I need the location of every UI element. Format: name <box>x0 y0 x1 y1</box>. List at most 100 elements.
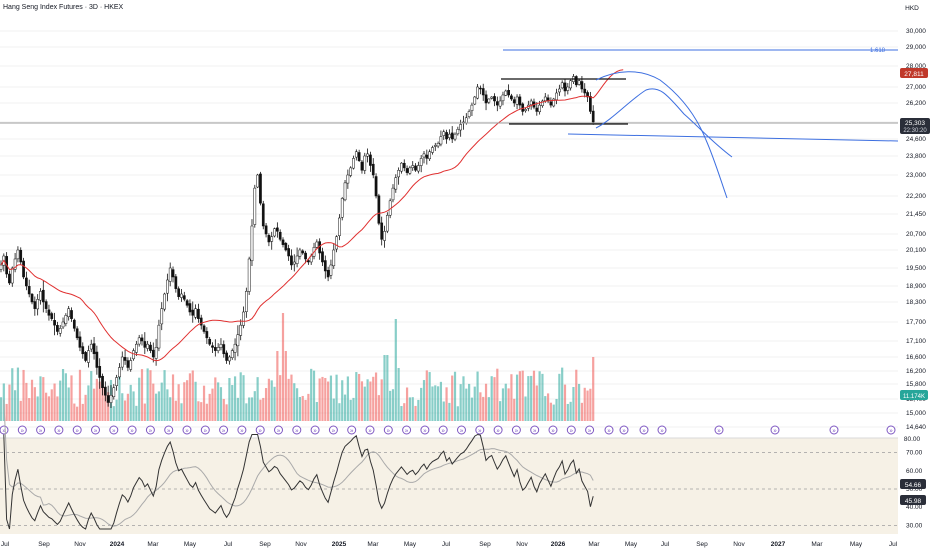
candle-body[interactable] <box>363 155 367 171</box>
candles[interactable] <box>0 73 595 408</box>
candle-body[interactable] <box>402 162 406 169</box>
candle-body[interactable] <box>354 151 358 158</box>
candle-body[interactable] <box>75 328 79 339</box>
candle-body[interactable] <box>27 286 31 295</box>
event-marker[interactable] <box>164 425 174 435</box>
candle-body[interactable] <box>425 154 429 159</box>
candle-body[interactable] <box>431 147 434 153</box>
candle-body[interactable] <box>8 273 11 284</box>
candle-body[interactable] <box>81 346 85 355</box>
candle-body[interactable] <box>185 300 189 306</box>
candle-body[interactable] <box>84 352 87 361</box>
candle-body[interactable] <box>436 143 440 147</box>
event-marker[interactable] <box>109 425 119 435</box>
candle-body[interactable] <box>56 325 59 332</box>
candle-body[interactable] <box>120 356 124 368</box>
candle-body[interactable] <box>47 309 51 316</box>
event-marker[interactable] <box>292 425 302 435</box>
candle-body[interactable] <box>284 242 288 251</box>
candle-body[interactable] <box>264 225 268 235</box>
event-marker[interactable] <box>566 425 576 435</box>
candle-body[interactable] <box>191 309 195 316</box>
candle-body[interactable] <box>205 331 209 339</box>
projection-path-1[interactable] <box>595 88 733 158</box>
candle-body[interactable] <box>222 344 226 355</box>
candle-body[interactable] <box>549 101 553 106</box>
candle-body[interactable] <box>467 111 471 117</box>
event-marker[interactable] <box>829 425 839 435</box>
candle-body[interactable] <box>267 235 271 243</box>
candle-body[interactable] <box>244 291 248 312</box>
candle-body[interactable] <box>149 344 152 351</box>
event-marker[interactable] <box>310 425 320 435</box>
candle-body[interactable] <box>391 187 395 201</box>
event-marker[interactable] <box>886 425 896 435</box>
candle-body[interactable] <box>405 168 409 173</box>
candle-body[interactable] <box>41 289 45 303</box>
candle-body[interactable] <box>213 347 217 351</box>
candle-body[interactable] <box>414 165 417 171</box>
candle-body[interactable] <box>301 250 305 254</box>
candle-body[interactable] <box>0 264 3 270</box>
candle-body[interactable] <box>504 90 508 96</box>
support-trendline[interactable] <box>567 133 899 142</box>
candle-body[interactable] <box>39 291 42 301</box>
candle-body[interactable] <box>115 377 118 386</box>
candle-body[interactable] <box>538 104 541 113</box>
candle-body[interactable] <box>154 347 158 359</box>
candle-body[interactable] <box>476 86 479 99</box>
candle-body[interactable] <box>177 288 181 297</box>
candle-body[interactable] <box>247 258 251 292</box>
candle-body[interactable] <box>512 99 516 104</box>
candle-body[interactable] <box>106 395 110 403</box>
candle-body[interactable] <box>450 132 454 140</box>
candle-body[interactable] <box>569 80 572 89</box>
candle-body[interactable] <box>501 94 505 102</box>
annotations[interactable]: 1.618 <box>0 48 899 199</box>
candle-body[interactable] <box>171 269 175 278</box>
candle-body[interactable] <box>44 301 48 309</box>
candle-body[interactable] <box>182 295 186 300</box>
event-marker[interactable] <box>619 425 629 435</box>
candle-body[interactable] <box>521 103 525 112</box>
candle-body[interactable] <box>439 136 443 145</box>
candle-body[interactable] <box>529 100 533 105</box>
candle-body[interactable] <box>510 95 513 100</box>
candle-body[interactable] <box>261 203 265 227</box>
candle-body[interactable] <box>140 337 144 342</box>
candle-body[interactable] <box>70 310 73 319</box>
candle-body[interactable] <box>555 92 558 101</box>
candle-body[interactable] <box>577 80 581 85</box>
candle-body[interactable] <box>123 357 127 361</box>
candle-body[interactable] <box>543 96 547 102</box>
candle-body[interactable] <box>58 328 62 334</box>
event-marker[interactable] <box>36 425 46 435</box>
candle-body[interactable] <box>495 101 499 106</box>
candle-body[interactable] <box>270 236 274 242</box>
candle-body[interactable] <box>349 167 353 176</box>
event-marker[interactable] <box>72 425 82 435</box>
event-marker[interactable] <box>365 425 375 435</box>
candle-body[interactable] <box>95 351 99 368</box>
event-marker[interactable] <box>17 425 27 435</box>
candle-body[interactable] <box>470 104 474 112</box>
candle-body[interactable] <box>493 96 496 102</box>
candle-body[interactable] <box>112 387 116 397</box>
event-marker[interactable] <box>639 425 649 435</box>
event-marker[interactable] <box>457 425 466 435</box>
candle-body[interactable] <box>498 100 502 107</box>
event-marker[interactable] <box>383 425 393 435</box>
candle-body[interactable] <box>72 319 76 329</box>
candle-body[interactable] <box>560 82 564 89</box>
candle-body[interactable] <box>338 217 341 236</box>
candle-body[interactable] <box>180 293 183 298</box>
candle-body[interactable] <box>397 170 400 178</box>
candle-body[interactable] <box>371 163 375 176</box>
candle-body[interactable] <box>287 248 290 257</box>
candle-body[interactable] <box>295 255 299 264</box>
candle-body[interactable] <box>160 308 164 325</box>
candle-body[interactable] <box>515 96 519 105</box>
event-marker[interactable] <box>438 425 448 435</box>
candle-body[interactable] <box>346 174 350 184</box>
candle-body[interactable] <box>541 100 544 107</box>
